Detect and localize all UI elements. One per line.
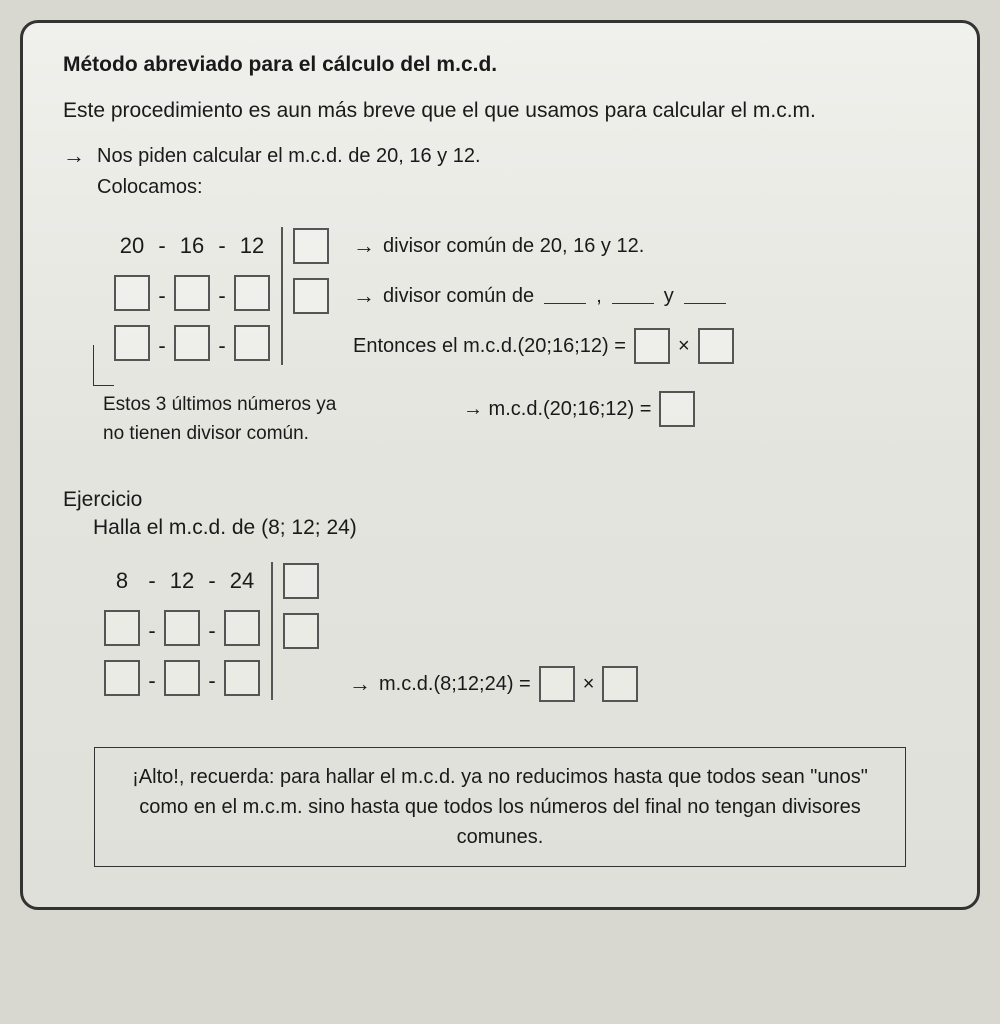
blank-box[interactable] [104, 660, 140, 696]
note-right-result: → m.c.d.(20;16;12) = [463, 391, 695, 427]
n1: 20 [113, 233, 151, 259]
blank-box[interactable] [539, 666, 575, 702]
mult-sign: × [678, 335, 690, 358]
blank-box[interactable] [659, 391, 695, 427]
example-1-right: → divisor común de 20, 16 y 12. → diviso… [353, 227, 734, 365]
intro-text: Este procedimiento es aun más breve que … [63, 99, 937, 123]
example-2-block: 8 - 12 - 24 - - - - [103, 562, 937, 702]
arrow-icon: → [353, 285, 375, 307]
numbers-column: 20 - 16 - 12 - - - - [113, 227, 271, 365]
example-2-left: 8 - 12 - 24 - - - - [103, 562, 319, 700]
right-row-1: → divisor común de 20, 16 y 12. [353, 227, 734, 265]
step-1: → Nos piden calcular el m.c.d. de 20, 16… [63, 145, 937, 168]
row-2: - - [113, 277, 271, 315]
row-3: - - [113, 327, 271, 365]
y: y [664, 285, 674, 308]
blank-box[interactable] [114, 325, 150, 361]
dash: - [141, 618, 163, 644]
dash: - [151, 333, 173, 359]
ejercicio-subtitle: Halla el m.c.d. de (8; 12; 24) [93, 516, 937, 540]
numbers-column-2: 8 - 12 - 24 - - - - [103, 562, 261, 700]
blank-box[interactable] [174, 325, 210, 361]
arrow-icon: → [349, 673, 371, 695]
dash: - [141, 668, 163, 694]
n2: 16 [173, 233, 211, 259]
blank-box[interactable] [293, 278, 329, 314]
note-line-2: no tienen divisor común. [103, 420, 403, 449]
blank-box[interactable] [164, 610, 200, 646]
dash: - [211, 333, 233, 359]
divisor-column [293, 227, 329, 365]
dash: - [201, 668, 223, 694]
entonces-text: Entonces el m.c.d.(20;16;12) = [353, 335, 626, 358]
example-1-left: 20 - 16 - 12 - - - - [113, 227, 329, 365]
vertical-divider [281, 227, 283, 365]
n1: 8 [103, 568, 141, 594]
alto-reminder-box: ¡Alto!, recuerda: para hallar el m.c.d. … [94, 747, 906, 867]
dash: - [151, 283, 173, 309]
row-1: 20 - 16 - 12 [113, 227, 271, 265]
worksheet-page: Método abreviado para el cálculo del m.c… [20, 20, 980, 910]
title: Método abreviado para el cálculo del m.c… [63, 53, 937, 77]
divisor-column-2 [283, 562, 319, 700]
divisor-text-2: divisor común de [383, 285, 534, 308]
note-row: Estos 3 últimos números ya no tienen div… [103, 391, 937, 448]
dash: - [211, 283, 233, 309]
n3: 12 [233, 233, 271, 259]
blank-box[interactable] [698, 328, 734, 364]
n2: 12 [163, 568, 201, 594]
step-1-text: Nos piden calcular el m.c.d. de 20, 16 y… [97, 145, 481, 168]
result2-label: m.c.d.(8;12;24) = [379, 673, 531, 696]
dash: - [141, 568, 163, 594]
blank-box[interactable] [283, 613, 319, 649]
example-2-result: → m.c.d.(8;12;24) = × [349, 562, 638, 702]
blank-box[interactable] [114, 275, 150, 311]
mult-sign: × [583, 673, 595, 696]
note-line-1: Estos 3 últimos números ya [103, 391, 403, 420]
blank-line[interactable] [544, 289, 586, 304]
dash: - [211, 233, 233, 259]
step-1b: Colocamos: [97, 176, 937, 199]
vertical-divider [271, 562, 273, 700]
blank-box[interactable] [634, 328, 670, 364]
ex2-row-3: - - [103, 662, 261, 700]
n3: 24 [223, 568, 261, 594]
dash: - [201, 618, 223, 644]
blank-box[interactable] [293, 228, 329, 264]
blank-line[interactable] [684, 289, 726, 304]
blank-box[interactable] [104, 610, 140, 646]
example-1-block: 20 - 16 - 12 - - - - [113, 227, 937, 365]
blank-box[interactable] [234, 275, 270, 311]
blank-box[interactable] [602, 666, 638, 702]
blank-box[interactable] [283, 563, 319, 599]
blank-line[interactable] [612, 289, 654, 304]
ex2-row-2: - - [103, 612, 261, 650]
blank-box[interactable] [224, 660, 260, 696]
blank-box[interactable] [234, 325, 270, 361]
result-label: → m.c.d.(20;16;12) = [463, 394, 651, 424]
dash: - [151, 233, 173, 259]
ex2-row-1: 8 - 12 - 24 [103, 562, 261, 600]
right-row-3: Entonces el m.c.d.(20;16;12) = × [353, 327, 734, 365]
note-left-text: Estos 3 últimos números ya no tienen div… [103, 391, 403, 448]
arrow-icon: → [353, 235, 375, 257]
blank-box[interactable] [164, 660, 200, 696]
ejercicio-heading: Ejercicio [63, 488, 937, 512]
blank-box[interactable] [224, 610, 260, 646]
right-row-2: → divisor común de , y [353, 277, 734, 315]
divisor-text-1: divisor común de 20, 16 y 12. [383, 235, 644, 258]
blank-box[interactable] [174, 275, 210, 311]
ex2-result-row: → m.c.d.(8;12;24) = × [349, 666, 638, 702]
arrow-icon: → [63, 145, 85, 167]
dash: - [201, 568, 223, 594]
